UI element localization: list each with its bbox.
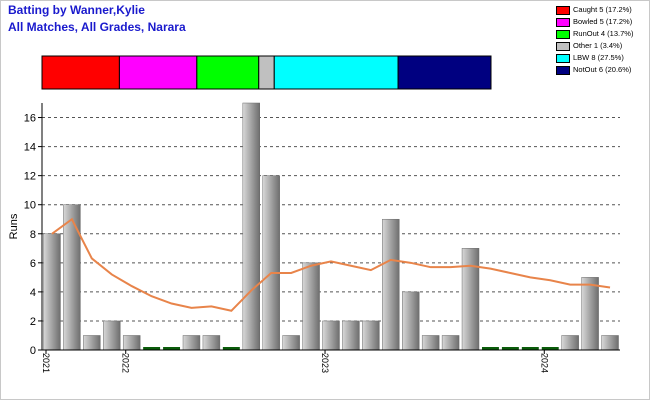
bar [242, 102, 260, 351]
bar [362, 320, 380, 351]
y-tick-label: 12 [24, 171, 36, 183]
bar [302, 262, 320, 351]
chart-title: Batting by Wanner,Kylie [8, 3, 145, 17]
bar [342, 320, 360, 351]
legend-swatch-other [556, 42, 570, 51]
legend-swatch-notout [556, 66, 570, 75]
bar-not-out [222, 347, 240, 350]
bar-not-out [541, 347, 559, 350]
y-tick-label: 4 [30, 287, 36, 299]
legend-label-other: Other 1 (3.4%) [573, 41, 623, 50]
legend-item-runout: RunOut 4 (13.7%) [556, 29, 646, 40]
bar-not-out [481, 347, 499, 350]
average-line [51, 217, 611, 312]
y-axis-label: Runs [8, 213, 20, 239]
bar [182, 335, 201, 351]
legend-label-notout: NotOut 6 (20.6%) [573, 65, 632, 74]
x-tick-label: 2024 [539, 353, 549, 373]
bar-not-out [163, 347, 181, 350]
legend-swatch-bowled [556, 18, 570, 27]
x-tick-label: 2021 [41, 353, 51, 373]
bar [322, 320, 340, 351]
legend: Caught 5 (17.2%) Bowled 5 (17.2%) RunOut… [556, 5, 646, 77]
legend-item-bowled: Bowled 5 (17.2%) [556, 17, 646, 28]
bar [441, 335, 460, 351]
dismissal-bar [41, 55, 492, 90]
bar-not-out [521, 347, 539, 350]
bar [43, 233, 61, 351]
y-tick-label: 14 [24, 142, 36, 154]
bar [402, 291, 420, 351]
y-tick-label: 2 [30, 316, 36, 328]
y-tick-label: 8 [30, 229, 36, 241]
x-tick-label: 2023 [320, 353, 330, 373]
x-tick-label: 2022 [121, 353, 131, 373]
legend-label-runout: RunOut 4 (13.7%) [573, 29, 634, 38]
grid-lines [42, 117, 620, 322]
dismissal-segment-runout [196, 55, 260, 90]
legend-swatch-caught [556, 6, 570, 15]
dismissal-segment-bowled [118, 55, 198, 90]
bar [122, 335, 141, 351]
chart-subtitle: All Matches, All Grades, Narara [8, 20, 186, 34]
bar [83, 335, 101, 351]
legend-swatch-runout [556, 30, 570, 39]
legend-item-caught: Caught 5 (17.2%) [556, 5, 646, 16]
bar-not-out [501, 347, 519, 350]
y-tick-label: 6 [30, 258, 36, 270]
average-line-group [51, 217, 611, 312]
legend-label-caught: Caught 5 (17.2%) [573, 5, 632, 14]
y-tick-label: 0 [30, 345, 36, 357]
dismissal-segment-caught [41, 55, 120, 90]
legend-swatch-lbw [556, 54, 570, 63]
bar [63, 204, 81, 351]
bar [382, 218, 400, 351]
bar [561, 335, 579, 351]
legend-item-other: Other 1 (3.4%) [556, 41, 646, 52]
bar [421, 335, 440, 351]
dismissal-segment-lbw [273, 55, 399, 90]
bar [601, 335, 619, 351]
legend-label-lbw: LBW 8 (27.5%) [573, 53, 624, 62]
legend-item-notout: NotOut 6 (20.6%) [556, 65, 646, 76]
legend-item-lbw: LBW 8 (27.5%) [556, 53, 646, 64]
bars [43, 102, 619, 351]
bar [461, 248, 480, 351]
bar [282, 335, 300, 351]
y-tick-label: 16 [24, 113, 36, 125]
dismissal-segment-notout [397, 55, 492, 90]
legend-label-bowled: Bowled 5 (17.2%) [573, 17, 633, 26]
bar [581, 277, 599, 351]
y-tick-label: 10 [24, 200, 36, 212]
axes: 0 2 4 6 8 10 12 14 16 Runs 2021 2022 2023 2024 [8, 103, 620, 373]
bar [262, 175, 280, 351]
bar [103, 320, 121, 351]
bar-not-out [143, 347, 161, 350]
bar [202, 335, 221, 351]
dismissal-segment-other [258, 55, 275, 90]
